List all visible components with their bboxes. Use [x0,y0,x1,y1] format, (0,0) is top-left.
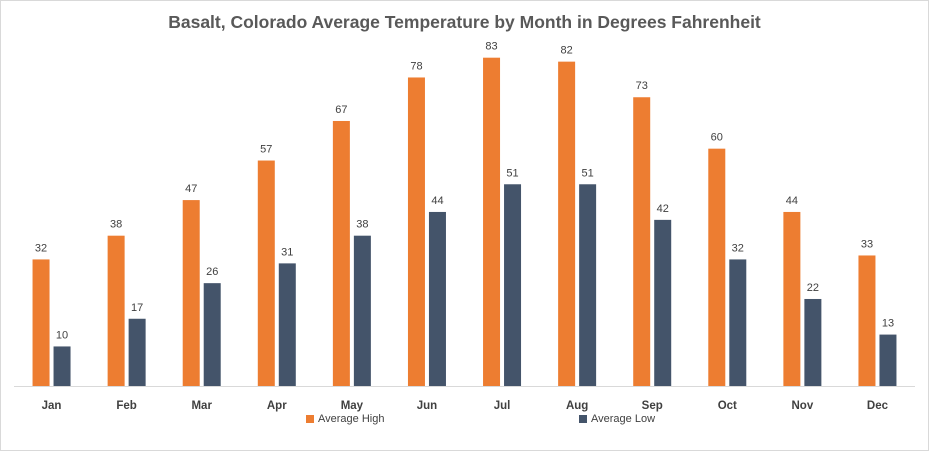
legend-item-average-low: Average Low [579,413,655,425]
bar-average-high-feb [107,235,125,386]
bar-average-high-jan [32,259,50,386]
x-tick-label-jul: Jul [494,400,511,412]
x-tick-label-dec: Dec [867,400,889,412]
data-label-average-low-jul: 51 [506,167,518,179]
data-label-average-high-feb: 38 [110,219,122,231]
bar-average-low-oct [729,259,747,386]
x-tick-label-apr: Apr [267,400,287,412]
data-label-average-low-feb: 17 [131,302,143,314]
bar-average-high-oct [708,148,726,386]
data-label-average-high-nov: 44 [786,195,798,207]
bar-average-high-sep [633,97,651,386]
x-tick-label-jan: Jan [42,400,62,412]
bar-average-high-jun [407,77,425,386]
legend-label-average-low: Average Low [591,413,656,425]
data-label-average-high-oct: 60 [711,132,723,144]
bar-average-high-nov [783,211,801,386]
bar-average-low-mar [203,283,221,386]
bar-average-high-aug [558,61,576,387]
bar-average-low-aug [579,184,597,386]
bar-average-high-apr [257,160,275,386]
bar-average-low-jul [504,184,522,386]
data-label-average-high-jan: 32 [35,242,47,254]
chart-title: Basalt, Colorado Average Temperature by … [168,12,761,32]
data-label-average-high-jun: 78 [410,60,422,72]
bar-average-high-may [332,120,350,386]
x-tick-label-mar: Mar [191,400,212,412]
x-tick-label-oct: Oct [718,400,737,412]
bar-average-low-apr [278,263,296,386]
data-label-average-low-apr: 31 [281,246,293,258]
bar-average-low-jun [428,211,446,386]
data-label-average-low-mar: 26 [206,266,218,278]
data-label-average-high-mar: 47 [185,183,197,195]
legend-item-average-high: Average High [306,413,384,425]
bar-average-low-feb [128,318,146,386]
x-tick-label-aug: Aug [566,400,588,412]
x-tick-label-sep: Sep [642,400,663,412]
data-label-average-low-jan: 10 [56,329,68,341]
data-label-average-low-oct: 32 [732,242,744,254]
bar-average-high-dec [858,255,876,386]
bar-average-low-may [353,235,371,386]
x-tick-label-may: May [341,400,364,412]
data-label-average-low-aug: 51 [582,167,594,179]
bar-average-low-jan [53,346,71,386]
data-label-average-low-jun: 44 [431,195,443,207]
data-label-average-low-nov: 22 [807,282,819,294]
x-tick-label-feb: Feb [116,400,136,412]
legend-label-average-high: Average High [318,413,385,425]
data-label-average-low-sep: 42 [657,203,669,215]
bar-average-low-nov [804,298,822,386]
data-label-average-high-dec: 33 [861,238,873,250]
data-label-average-high-aug: 82 [561,45,573,57]
legend-swatch-average-low [579,415,587,423]
bar-average-low-sep [654,219,672,386]
x-tick-label-nov: Nov [792,400,814,412]
data-label-average-high-apr: 57 [260,144,272,156]
bar-average-low-dec [879,334,897,386]
data-label-average-high-sep: 73 [636,80,648,92]
legend-swatch-average-high [306,415,314,423]
data-label-average-low-dec: 13 [882,318,894,330]
bar-average-high-jul [483,57,501,386]
bar-average-high-mar [182,200,200,386]
data-label-average-low-may: 38 [356,219,368,231]
data-label-average-high-jul: 83 [485,41,497,53]
x-tick-label-jun: Jun [417,400,437,412]
data-label-average-high-may: 67 [335,104,347,116]
